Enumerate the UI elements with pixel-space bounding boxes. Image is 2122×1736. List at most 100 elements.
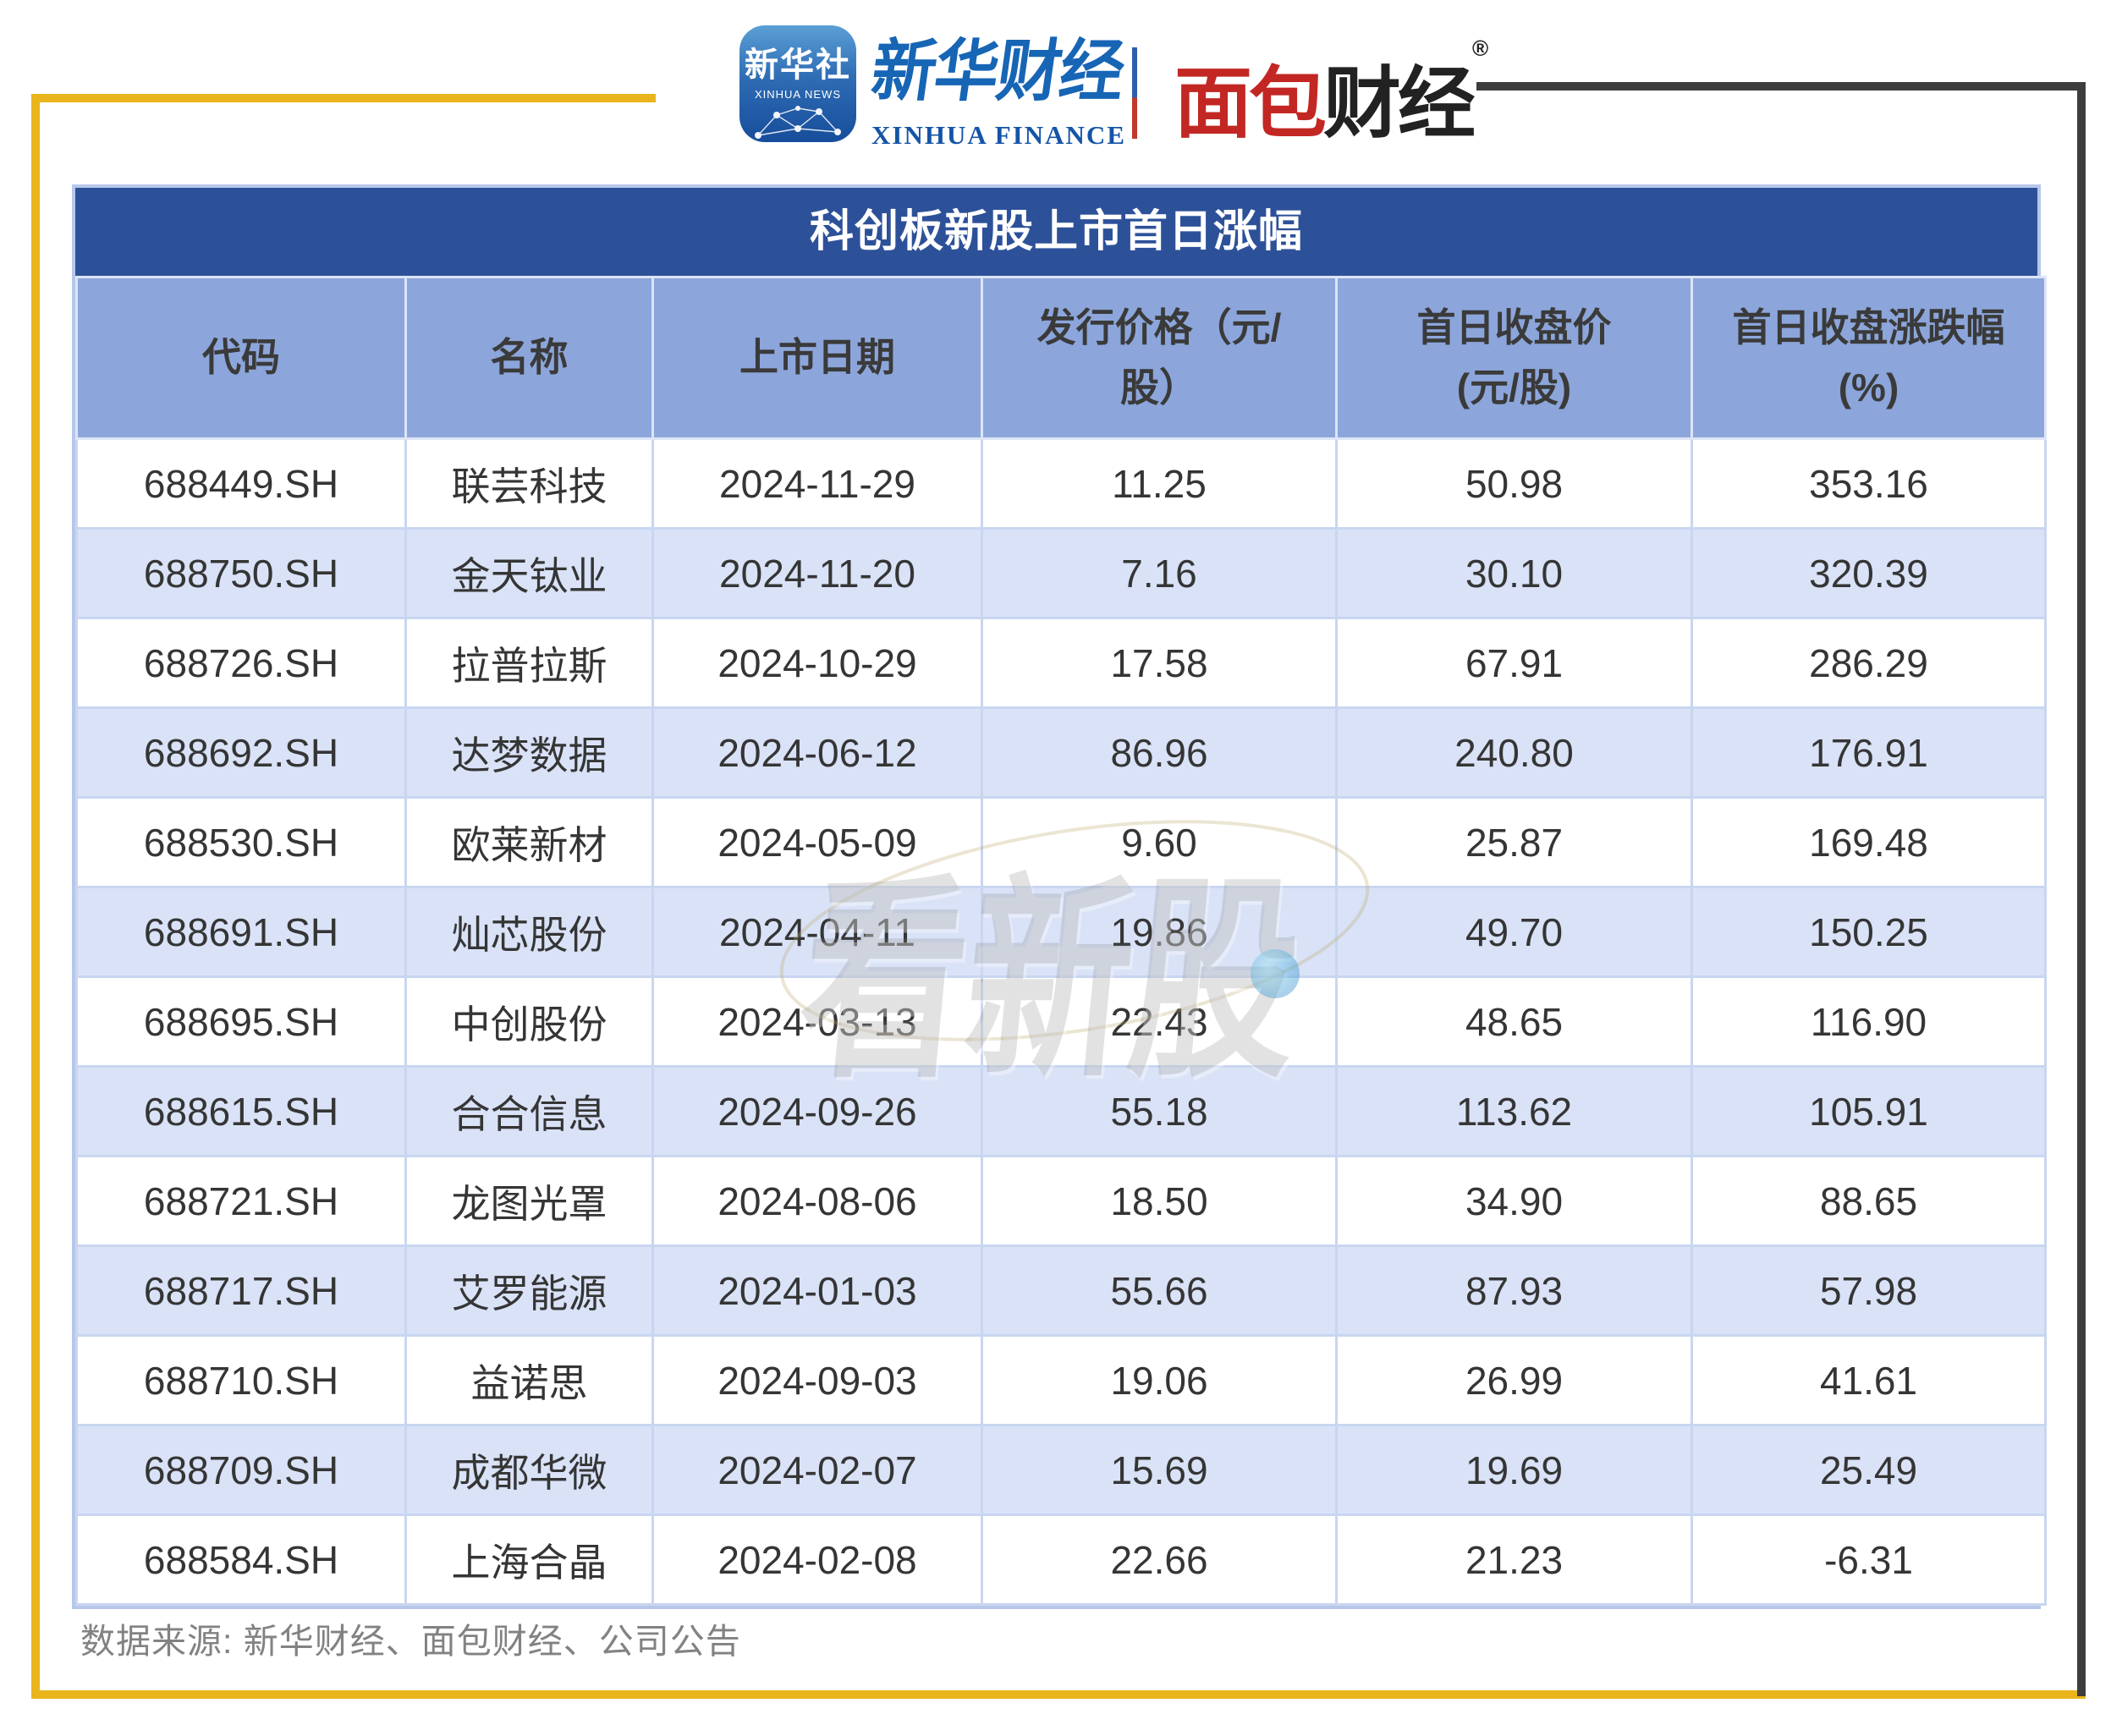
date-cell: 2024-11-20 bbox=[651, 527, 983, 619]
frame-yellow-bottom bbox=[31, 1690, 2086, 1699]
issue-price-cell: 22.43 bbox=[981, 975, 1338, 1068]
date-cell: 2024-09-03 bbox=[651, 1334, 983, 1426]
date-cell: 2024-06-12 bbox=[651, 706, 983, 799]
name-cell: 联芸科技 bbox=[404, 437, 654, 530]
close-price-cell: 30.10 bbox=[1335, 527, 1693, 619]
code-cell: 688615.SH bbox=[75, 1065, 407, 1157]
frame-dark-right bbox=[2077, 82, 2086, 1696]
code-cell: 688449.SH bbox=[75, 437, 407, 530]
name-cell: 中创股份 bbox=[404, 975, 654, 1068]
code-cell: 688750.SH bbox=[75, 527, 407, 619]
table-row: 688717.SH 艾罗能源 2024-01-03 55.66 87.93 57.98 bbox=[75, 1244, 2047, 1337]
col-header-name: 名称 bbox=[404, 276, 654, 440]
table-row: 688584.SH 上海合晶 2024-02-08 22.66 21.23 -6.31 bbox=[75, 1514, 2047, 1606]
issue-price-cell: 55.18 bbox=[981, 1065, 1338, 1157]
code-cell: 688721.SH bbox=[75, 1155, 407, 1247]
date-cell: 2024-03-13 bbox=[651, 975, 983, 1068]
table-row: 688695.SH 中创股份 2024-03-13 22.43 48.65 116.90 bbox=[75, 975, 2047, 1068]
code-cell: 688692.SH bbox=[75, 706, 407, 799]
date-cell: 2024-01-03 bbox=[651, 1244, 983, 1337]
col-header-list-date: 上市日期 bbox=[651, 276, 983, 440]
registered-mark: ® bbox=[1472, 36, 1489, 61]
change-pct-cell: -6.31 bbox=[1690, 1514, 2047, 1606]
issue-price-cell: 55.66 bbox=[981, 1244, 1338, 1337]
name-cell: 合合信息 bbox=[404, 1065, 654, 1157]
mianbao-finance-logo: 面包财经® bbox=[1174, 36, 1488, 153]
table-row: 688691.SH 灿芯股份 2024-04-11 19.86 49.70 150.25 bbox=[75, 886, 2047, 978]
code-cell: 688695.SH bbox=[75, 975, 407, 1068]
date-cell: 2024-10-29 bbox=[651, 617, 983, 709]
code-cell: 688530.SH bbox=[75, 796, 407, 888]
code-cell: 688709.SH bbox=[75, 1424, 407, 1516]
close-price-cell: 50.98 bbox=[1335, 437, 1693, 530]
header-row: 代码 名称 上市日期 发行价格（元/ 股） 首日收盘价 (元/股) 首日收盘涨跌… bbox=[75, 276, 2047, 440]
close-price-cell: 49.70 bbox=[1335, 886, 1693, 978]
change-pct-cell: 169.48 bbox=[1690, 796, 2047, 888]
change-pct-cell: 176.91 bbox=[1690, 706, 2047, 799]
name-cell: 成都华微 bbox=[404, 1424, 654, 1516]
issue-price-cell: 11.25 bbox=[981, 437, 1338, 530]
mianbao-finance-black: 财经 bbox=[1323, 61, 1476, 147]
frame-dark-top bbox=[1476, 82, 2085, 91]
date-cell: 2024-11-29 bbox=[651, 437, 983, 530]
table-row: 688710.SH 益诺思 2024-09-03 19.06 26.99 41.61 bbox=[75, 1334, 2047, 1426]
xinhua-icon-label: 新华社 bbox=[745, 47, 851, 84]
name-cell: 益诺思 bbox=[404, 1334, 654, 1426]
table-row: 688615.SH 合合信息 2024-09-26 55.18 113.62 105.91 bbox=[75, 1065, 2047, 1157]
name-cell: 上海合晶 bbox=[404, 1514, 654, 1606]
date-cell: 2024-05-09 bbox=[651, 796, 983, 888]
issue-price-cell: 7.16 bbox=[981, 527, 1338, 619]
issue-price-cell: 22.66 bbox=[981, 1514, 1338, 1606]
stock-table: 代码 名称 上市日期 发行价格（元/ 股） 首日收盘价 (元/股) 首日收盘涨跌… bbox=[75, 276, 2047, 1606]
name-cell: 达梦数据 bbox=[404, 706, 654, 799]
change-pct-cell: 286.29 bbox=[1690, 617, 2047, 709]
close-price-cell: 34.90 bbox=[1335, 1155, 1693, 1247]
date-cell: 2024-04-11 bbox=[651, 886, 983, 978]
date-cell: 2024-08-06 bbox=[651, 1155, 983, 1247]
table-row: 688721.SH 龙图光罩 2024-08-06 18.50 34.90 88.65 bbox=[75, 1155, 2047, 1247]
change-pct-cell: 57.98 bbox=[1690, 1244, 2047, 1337]
name-cell: 灿芯股份 bbox=[404, 886, 654, 978]
change-pct-cell: 150.25 bbox=[1690, 886, 2047, 978]
table-row: 688692.SH 达梦数据 2024-06-12 86.96 240.80 176.91 bbox=[75, 706, 2047, 799]
name-cell: 欧莱新材 bbox=[404, 796, 654, 888]
xinhua-finance-logo: 新华财经 XINHUA FINANCE bbox=[867, 19, 1129, 151]
table-header: 代码 名称 上市日期 发行价格（元/ 股） 首日收盘价 (元/股) 首日收盘涨跌… bbox=[75, 276, 2047, 440]
code-cell: 688717.SH bbox=[75, 1244, 407, 1337]
xinhua-finance-cn: 新华财经 bbox=[866, 34, 1129, 110]
close-price-cell: 113.62 bbox=[1335, 1065, 1693, 1157]
table-row: 688449.SH 联芸科技 2024-11-29 11.25 50.98 353.16 bbox=[75, 437, 2047, 530]
col-header-close-price: 首日收盘价 (元/股) bbox=[1335, 276, 1693, 440]
name-cell: 艾罗能源 bbox=[404, 1244, 654, 1337]
close-price-cell: 19.69 bbox=[1335, 1424, 1693, 1516]
issue-price-cell: 18.50 bbox=[981, 1155, 1338, 1247]
issue-price-cell: 15.69 bbox=[981, 1424, 1338, 1516]
col-header-code: 代码 bbox=[75, 276, 407, 440]
close-price-cell: 67.91 bbox=[1335, 617, 1693, 709]
table-body: 688449.SH 联芸科技 2024-11-29 11.25 50.98 353.16 6… bbox=[75, 437, 2047, 1606]
network-constellation-icon bbox=[755, 106, 841, 139]
table-row: 688709.SH 成都华微 2024-02-07 15.69 19.69 25.49 bbox=[75, 1424, 2047, 1516]
name-cell: 金天钛业 bbox=[404, 527, 654, 619]
xinhua-finance-en: XINHUA FINANCE bbox=[871, 120, 1126, 150]
change-pct-cell: 116.90 bbox=[1690, 975, 2047, 1068]
close-price-cell: 21.23 bbox=[1335, 1514, 1693, 1606]
data-table-card: 科创板新股上市首日涨幅 代码 名称 上市日期 发行价格（元/ 股） 首日收盘价 … bbox=[72, 184, 2047, 1609]
issue-price-cell: 19.06 bbox=[981, 1334, 1338, 1426]
table-title: 科创板新股上市首日涨幅 bbox=[75, 188, 2037, 276]
issue-price-cell: 17.58 bbox=[981, 617, 1338, 709]
table-row: 688726.SH 拉普拉斯 2024-10-29 17.58 67.91 286.29 bbox=[75, 617, 2047, 709]
close-price-cell: 26.99 bbox=[1335, 1334, 1693, 1426]
change-pct-cell: 88.65 bbox=[1690, 1155, 2047, 1247]
col-header-issue-price: 发行价格（元/ 股） bbox=[981, 276, 1338, 440]
change-pct-cell: 41.61 bbox=[1690, 1334, 2047, 1426]
issue-price-cell: 86.96 bbox=[981, 706, 1338, 799]
xinhua-news-app-icon: 新华社 XINHUA NEWS bbox=[739, 25, 856, 142]
xinhua-icon-sublabel: XINHUA NEWS bbox=[754, 88, 841, 101]
table-row: 688530.SH 欧莱新材 2024-05-09 9.60 25.87 169.48 bbox=[75, 796, 2047, 888]
code-cell: 688584.SH bbox=[75, 1514, 407, 1606]
code-cell: 688710.SH bbox=[75, 1334, 407, 1426]
date-cell: 2024-09-26 bbox=[651, 1065, 983, 1157]
brand-header: 新华社 XINHUA NEWS 新华财经 XINHUA FINANCE 面包财经… bbox=[0, 0, 2122, 169]
issue-price-cell: 9.60 bbox=[981, 796, 1338, 888]
